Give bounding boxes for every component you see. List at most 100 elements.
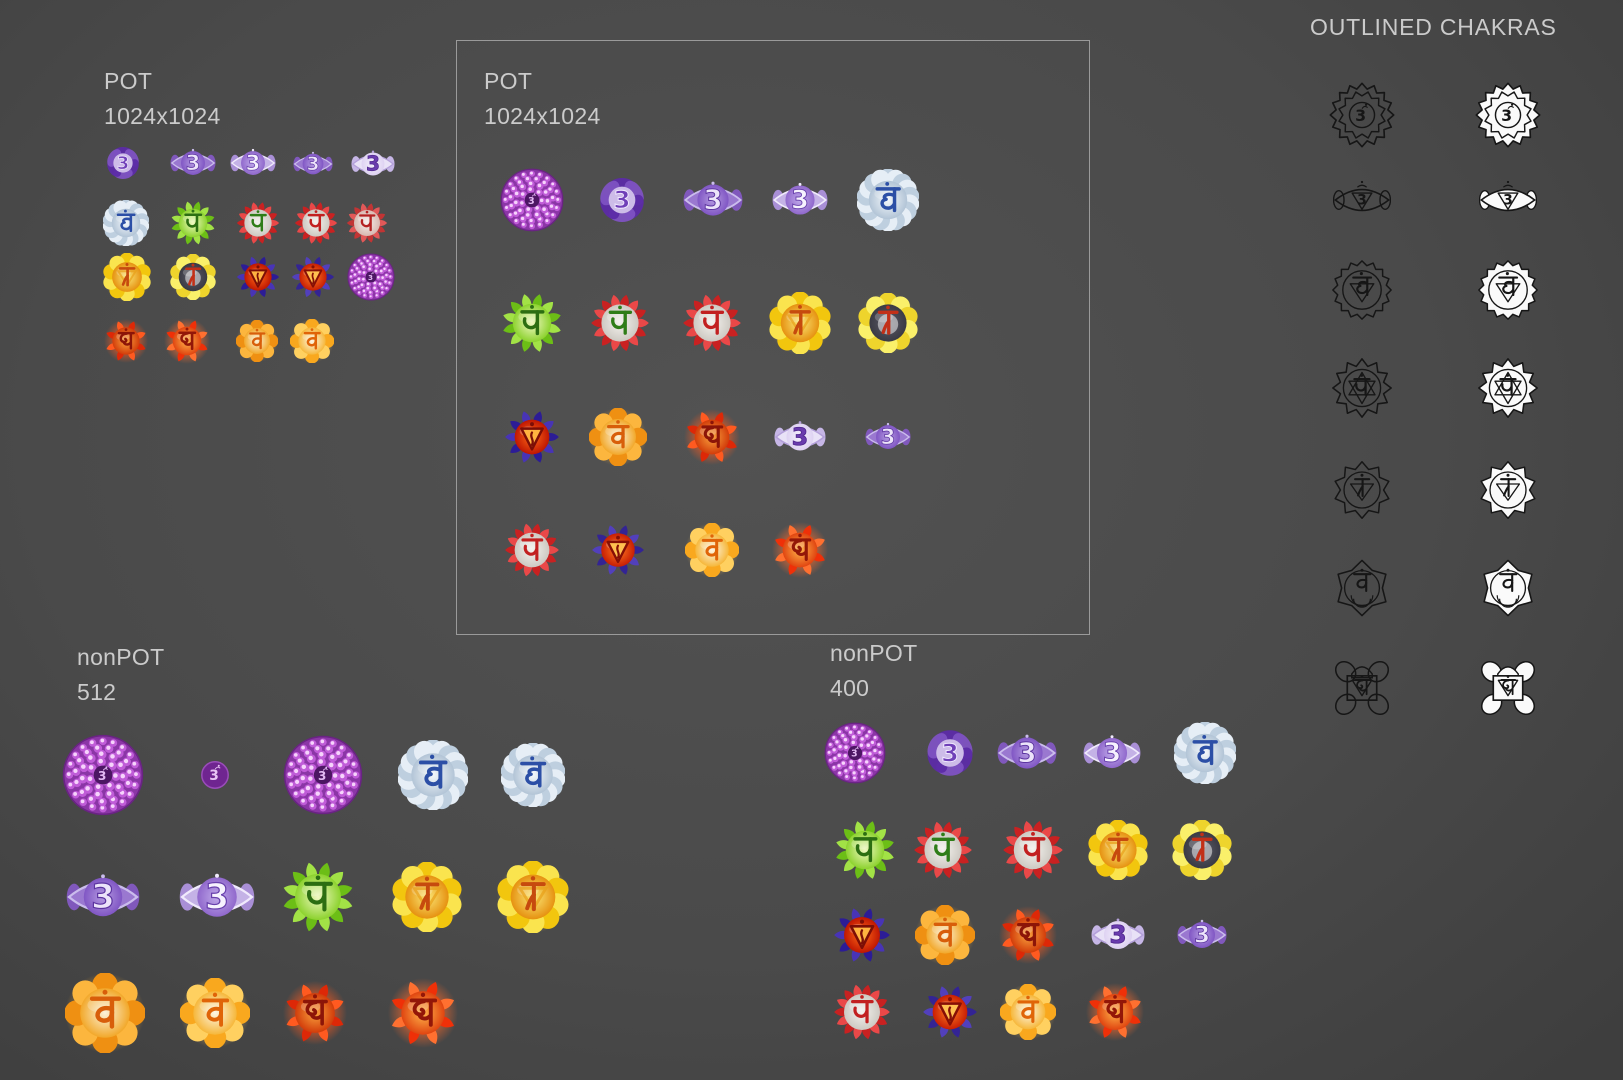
solar-dark-icon	[858, 293, 918, 353]
out-throat-white-icon	[1477, 259, 1539, 321]
heart-white-green-icon	[590, 293, 650, 353]
heart-white-red-icon	[682, 293, 742, 353]
out-root-white-icon	[1476, 656, 1540, 720]
sacral-bright-icon	[1000, 984, 1056, 1040]
manipura-purple2-icon	[291, 255, 335, 299]
group-label-pot-box: POT 1024x1024	[484, 64, 601, 134]
heart-white-red-icon	[1002, 819, 1064, 881]
svg-text:3: 3	[1103, 738, 1122, 769]
eye-pale-icon: 3	[1091, 908, 1145, 962]
throat-silver-icon	[501, 743, 565, 807]
out-solar-white-icon	[1478, 460, 1538, 520]
eye-bright-icon: 3	[179, 859, 255, 935]
out-eye-black-icon: 3	[1333, 171, 1391, 229]
solar-yellow-icon	[497, 861, 569, 933]
svg-text:3: 3	[186, 150, 201, 175]
group-size-label: 400	[830, 675, 870, 701]
svg-text:3: 3	[205, 877, 229, 917]
sacral-orange-icon	[589, 408, 647, 466]
eye-swirl-icon: 3	[102, 142, 144, 184]
out-heart-black-icon	[1331, 357, 1393, 419]
solar-dark-icon	[1172, 820, 1232, 880]
manipura-purple-icon	[236, 255, 280, 299]
om-small-icon: 3	[200, 760, 230, 790]
root-red-icon	[283, 981, 347, 1045]
root-red-icon	[104, 319, 148, 363]
group-title: nonPOT	[830, 640, 918, 666]
group-title: OUTLINED CHAKRAS	[1310, 14, 1557, 40]
out-throat-black-icon	[1331, 259, 1393, 321]
out-crown-black-icon: 3	[1329, 82, 1395, 148]
crown-purple-icon: 3	[283, 735, 363, 815]
svg-text:3: 3	[703, 183, 722, 216]
out-crown-white-icon: 3	[1475, 82, 1541, 148]
svg-text:3: 3	[528, 196, 535, 207]
throat-silver-icon	[398, 740, 468, 810]
crown-purple-icon: 3	[347, 253, 395, 301]
group-label-nonpot-400: nonPOT 400	[830, 636, 917, 706]
svg-text:3: 3	[368, 273, 373, 282]
svg-text:3: 3	[792, 423, 809, 451]
heart-green-icon	[834, 819, 896, 881]
group-title: POT	[104, 68, 153, 94]
heart-white-red-icon	[833, 983, 891, 1041]
group-title: POT	[484, 68, 533, 94]
heart-green-icon	[281, 860, 355, 934]
solar-yellow-icon	[103, 253, 151, 301]
eye-mid-icon: 3	[170, 140, 216, 186]
svg-text:3: 3	[1501, 106, 1512, 125]
eye-pale-icon: 3	[774, 411, 826, 463]
group-size-label: 512	[77, 679, 117, 705]
crown-purple-icon: 3	[500, 168, 564, 232]
heart-green-icon	[170, 200, 216, 246]
eye-mid-icon: 3	[1177, 910, 1227, 960]
sacral-orange-icon	[65, 973, 145, 1053]
svg-text:3: 3	[941, 738, 959, 767]
heart-white-red-icon	[504, 522, 560, 578]
sacral-bright-icon	[685, 523, 739, 577]
svg-text:3: 3	[318, 769, 326, 783]
root-bright-icon	[772, 522, 828, 578]
manipura-purple2-icon	[591, 523, 645, 577]
outlined-chakras-title: OUTLINED CHAKRAS	[1310, 10, 1557, 45]
sacral-orange-icon	[915, 905, 975, 965]
out-eye-white-icon: 3	[1479, 171, 1537, 229]
sacral-orange-icon	[236, 320, 278, 362]
svg-text:3: 3	[881, 424, 896, 449]
eye-pale-icon: 3	[351, 142, 395, 186]
solar-yellow-icon	[1088, 820, 1148, 880]
sacral-bright-icon	[290, 319, 334, 363]
eye-mid-icon: 3	[293, 144, 333, 184]
manipura-purple2-icon	[922, 984, 978, 1040]
crown-purple-icon: 3	[62, 734, 144, 816]
group-label-pot-small: POT 1024x1024	[104, 64, 221, 134]
root-bright-icon	[1086, 983, 1144, 1041]
eye-swirl-icon: 3	[593, 171, 651, 229]
group-label-nonpot-512: nonPOT 512	[77, 640, 164, 710]
group-size-label: 1024x1024	[104, 103, 221, 129]
heart-green-icon	[501, 292, 563, 354]
eye-mid-icon: 3	[683, 170, 743, 230]
svg-text:3: 3	[117, 154, 129, 174]
svg-text:3: 3	[209, 768, 219, 784]
svg-text:3: 3	[366, 152, 380, 176]
out-root-black-icon	[1330, 656, 1394, 720]
svg-text:3: 3	[1194, 923, 1210, 949]
svg-text:3: 3	[851, 749, 857, 760]
throat-silver-icon	[857, 169, 919, 231]
svg-text:3: 3	[791, 185, 809, 215]
sacral-bright-icon	[180, 978, 250, 1048]
svg-text:3: 3	[307, 154, 320, 175]
svg-text:3: 3	[1355, 106, 1366, 125]
out-sacral-white-icon	[1478, 558, 1538, 618]
eye-mid-icon: 3	[865, 414, 911, 460]
manipura-purple-icon	[504, 409, 560, 465]
throat-silver-icon	[1174, 722, 1236, 784]
root-bright-icon	[388, 978, 458, 1048]
svg-text:3: 3	[1109, 920, 1126, 949]
eye-bright-icon: 3	[230, 140, 276, 186]
eye-swirl-icon: 3	[920, 723, 980, 783]
eye-bright-icon: 3	[772, 172, 828, 228]
out-heart-white-icon	[1477, 357, 1539, 419]
crown-purple-icon: 3	[824, 722, 886, 784]
